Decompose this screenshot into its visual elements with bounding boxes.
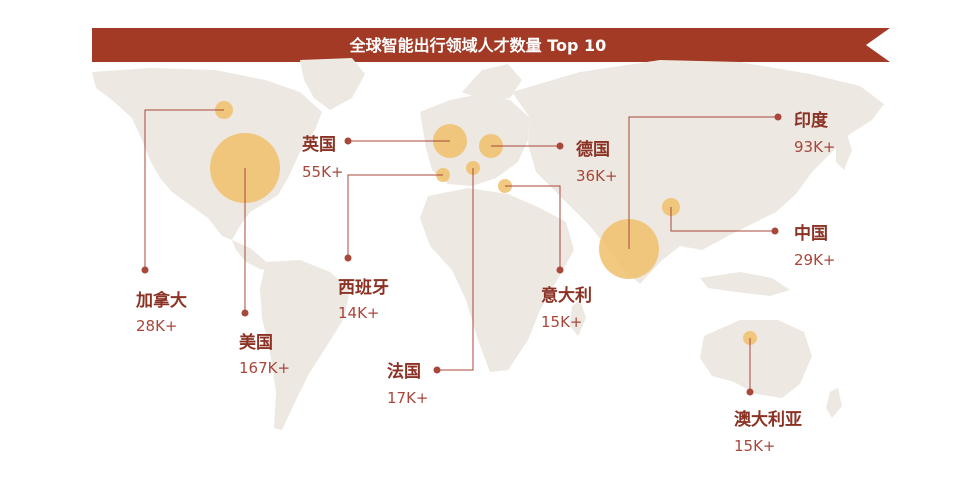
leader-lines [144, 109, 778, 392]
label-value-uk: 55K+ [302, 163, 344, 181]
label-value-germany: 36K+ [576, 167, 618, 185]
label-value-china: 29K+ [794, 251, 836, 269]
dot-germany [556, 142, 564, 150]
labels: 加拿大 28K+ 美国 167K+ 英国 55K+ 西班牙 14K+ 法国 17… [135, 110, 836, 455]
dot-spain [344, 254, 352, 262]
title-banner [92, 28, 890, 62]
dot-uk [344, 137, 352, 145]
leader-spain [347, 174, 443, 258]
map-title: 全球智能出行领域人才数量 Top 10 [349, 36, 607, 55]
label-name-canada: 加拿大 [135, 290, 187, 311]
leader-canada [144, 109, 224, 270]
dot-usa [241, 309, 249, 317]
label-value-italy: 15K+ [541, 313, 583, 331]
label-name-italy: 意大利 [541, 285, 592, 306]
dot-france [433, 366, 441, 374]
label-name-usa: 美国 [239, 332, 273, 353]
dot-australia [746, 388, 754, 396]
dot-italy [556, 266, 564, 274]
dot-canada [141, 266, 149, 274]
leader-dots [141, 113, 782, 396]
label-value-usa: 167K+ [239, 359, 290, 377]
land [92, 58, 884, 430]
dot-china [771, 227, 779, 235]
label-name-germany: 德国 [576, 139, 610, 160]
label-value-france: 17K+ [387, 389, 429, 407]
label-value-canada: 28K+ [136, 317, 178, 335]
label-name-australia: 澳大利亚 [734, 409, 802, 430]
label-name-india: 印度 [794, 110, 829, 131]
label-name-france: 法国 [387, 361, 421, 382]
label-value-india: 93K+ [794, 138, 836, 156]
label-value-spain: 14K+ [338, 304, 380, 322]
label-name-uk: 英国 [302, 134, 336, 155]
leader-italy [505, 185, 561, 270]
label-value-australia: 15K+ [734, 437, 776, 455]
leader-france [437, 168, 474, 371]
leader-india [628, 116, 778, 249]
label-name-spain: 西班牙 [338, 278, 389, 298]
dot-india [774, 113, 782, 121]
label-name-china: 中国 [794, 223, 828, 244]
leader-china [670, 207, 775, 232]
